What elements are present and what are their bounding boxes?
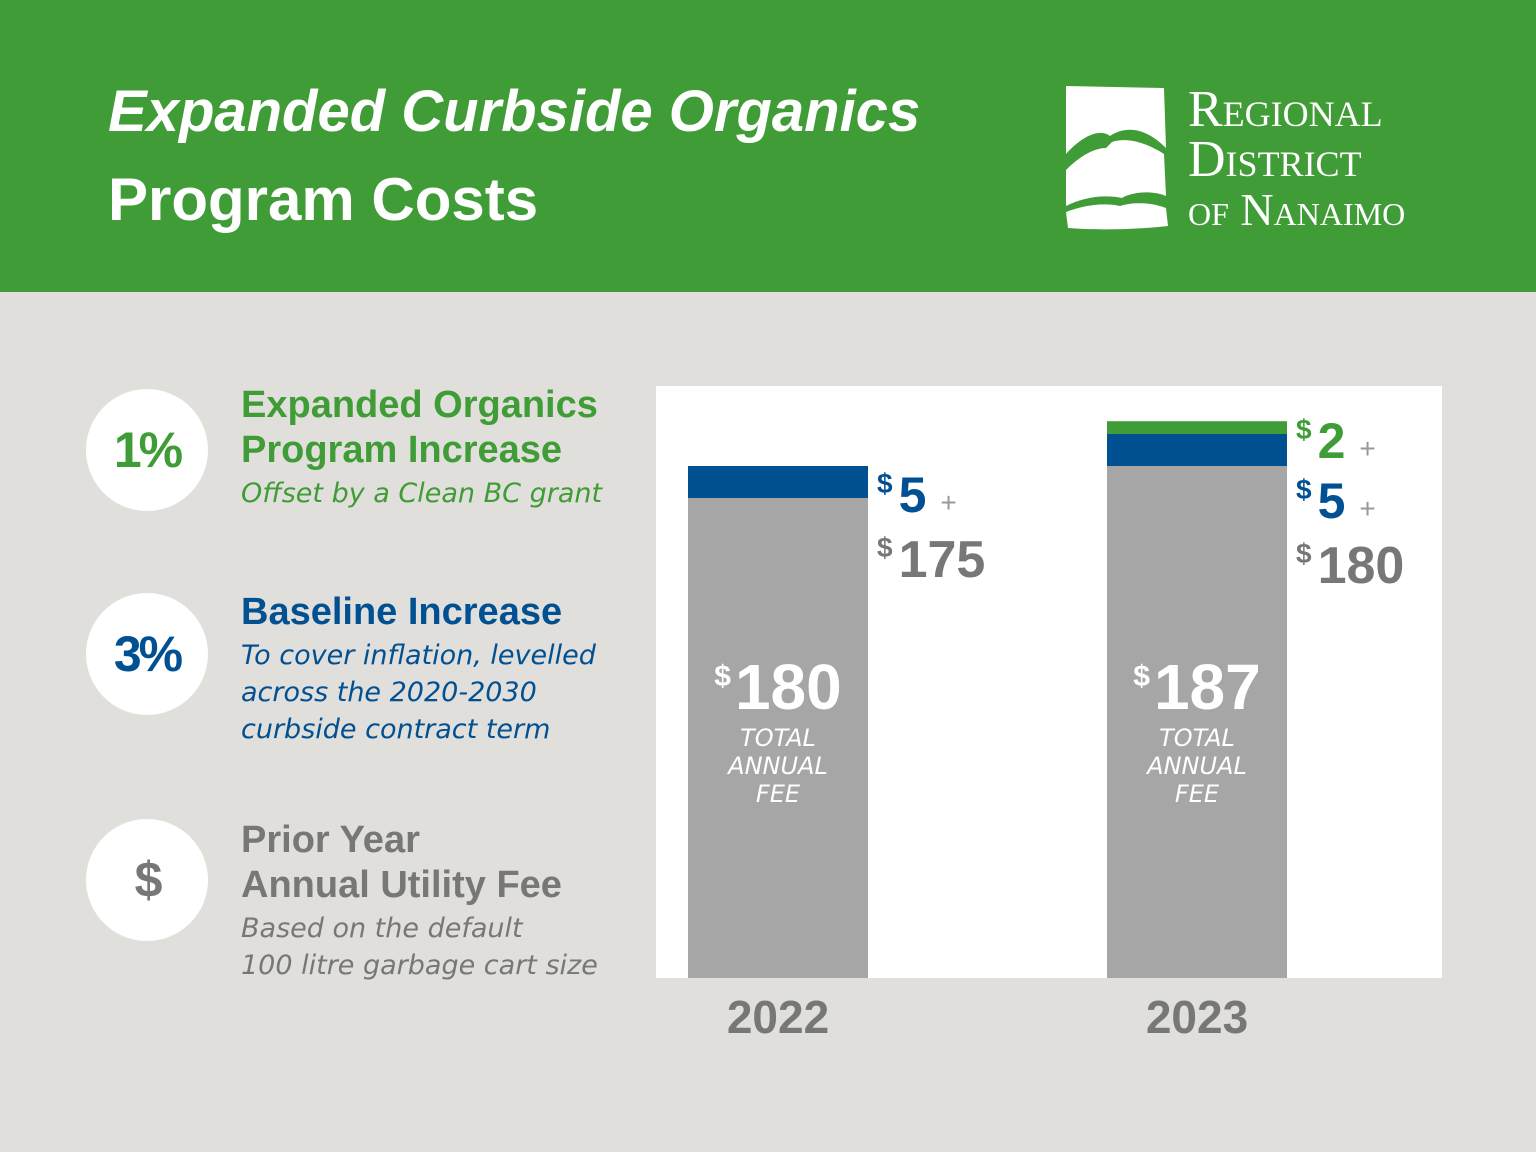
data-label: $175	[877, 530, 985, 590]
bar-2023-segment-1	[1107, 434, 1287, 466]
data-label-value: 180	[1317, 537, 1405, 595]
total-caption: ANNUAL	[728, 752, 828, 780]
legend-item: Expanded Organics Program Increase Offset …	[241, 383, 602, 512]
data-label: $5 +	[1296, 472, 1376, 530]
legend-description: Offset by a Clean BC grant	[241, 478, 603, 509]
total-value: 187	[1153, 651, 1261, 723]
total-caption: TOTAL	[740, 724, 816, 752]
legend-title: Program Increase	[241, 429, 563, 471]
title-line-2: Program Costs	[108, 166, 539, 233]
legend-title: Prior Year	[241, 819, 420, 861]
data-label: $2 +	[1296, 412, 1376, 470]
plus-sign: +	[940, 487, 957, 518]
logo-text-of-nanaimo: of Nanaimo	[1188, 184, 1406, 235]
title-line-1: Expanded Curbside Organics	[108, 79, 921, 144]
header: Expanded Curbside Organics Program Costs…	[0, 0, 1536, 292]
data-label-value: 5	[898, 467, 927, 523]
plus-sign: +	[1359, 493, 1376, 524]
legend-badge: 1%	[86, 389, 208, 511]
bar-2022-segment-1	[688, 466, 868, 498]
data-label-value: 2	[1317, 413, 1346, 469]
total-label: $187 TOTAL ANNUAL FEE	[1107, 650, 1287, 808]
legend-badge: 3%	[86, 593, 208, 715]
legend-description: 100 litre garbage cart size	[241, 950, 598, 981]
rdn-logo: Regional District of Nanaimo	[1062, 81, 1442, 235]
data-label: $5 +	[877, 466, 957, 524]
logo-text-regional: Regional	[1188, 81, 1383, 138]
currency-sign: $	[1296, 414, 1312, 445]
legend-description: across the 2020-2030	[241, 677, 537, 708]
bar-2023-segment-2	[1107, 421, 1287, 434]
legend-item: Prior Year Annual Utility Fee Based on the…	[241, 818, 598, 984]
mountain-logo-icon	[1066, 86, 1168, 230]
legend-description: Based on the default	[241, 913, 523, 944]
legend-title: Expanded Organics	[241, 384, 598, 426]
data-label-value: 175	[898, 531, 986, 589]
total-caption: ANNUAL	[1147, 752, 1247, 780]
data-label-value: 5	[1317, 473, 1346, 529]
legend-title: Annual Utility Fee	[241, 864, 562, 906]
currency-sign: $	[714, 660, 731, 693]
legend-badge: $	[86, 819, 208, 941]
logo-text-district: District	[1188, 131, 1362, 188]
currency-sign: $	[877, 468, 893, 499]
bar-2022-segment-0	[688, 498, 868, 978]
legend-item: Baseline Increase To cover inflation, lev…	[241, 590, 596, 748]
legend-title: Baseline Increase	[241, 591, 563, 633]
total-label: $180 TOTAL ANNUAL FEE	[688, 650, 868, 808]
total-caption: FEE	[755, 780, 801, 808]
x-tick-label: 2023	[1145, 991, 1249, 1043]
x-tick-label: 2022	[726, 991, 830, 1043]
currency-sign: $	[877, 532, 893, 563]
total-caption: TOTAL	[1159, 724, 1235, 752]
legend-description: To cover inflation, levelled	[241, 640, 596, 671]
legend-description: curbside contract term	[241, 714, 551, 745]
currency-sign: $	[1296, 538, 1312, 569]
plus-sign: +	[1359, 433, 1376, 464]
data-label: $180	[1296, 536, 1404, 596]
total-value: 180	[734, 651, 842, 723]
total-caption: FEE	[1174, 780, 1220, 808]
currency-sign: $	[1296, 474, 1312, 505]
currency-sign: $	[1133, 660, 1150, 693]
bar-2023-segment-0	[1107, 466, 1287, 978]
